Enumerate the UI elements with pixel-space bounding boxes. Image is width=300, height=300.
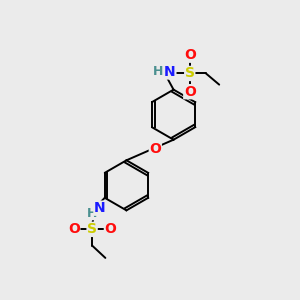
Text: S: S [185, 66, 195, 80]
Text: H: H [153, 65, 164, 79]
Text: O: O [104, 222, 116, 236]
Text: O: O [149, 142, 161, 155]
Text: N: N [164, 65, 176, 79]
Text: H: H [87, 207, 97, 220]
Text: S: S [87, 222, 97, 236]
Text: O: O [184, 48, 196, 62]
Text: O: O [68, 222, 80, 236]
Text: N: N [94, 201, 106, 215]
Text: O: O [184, 85, 196, 99]
